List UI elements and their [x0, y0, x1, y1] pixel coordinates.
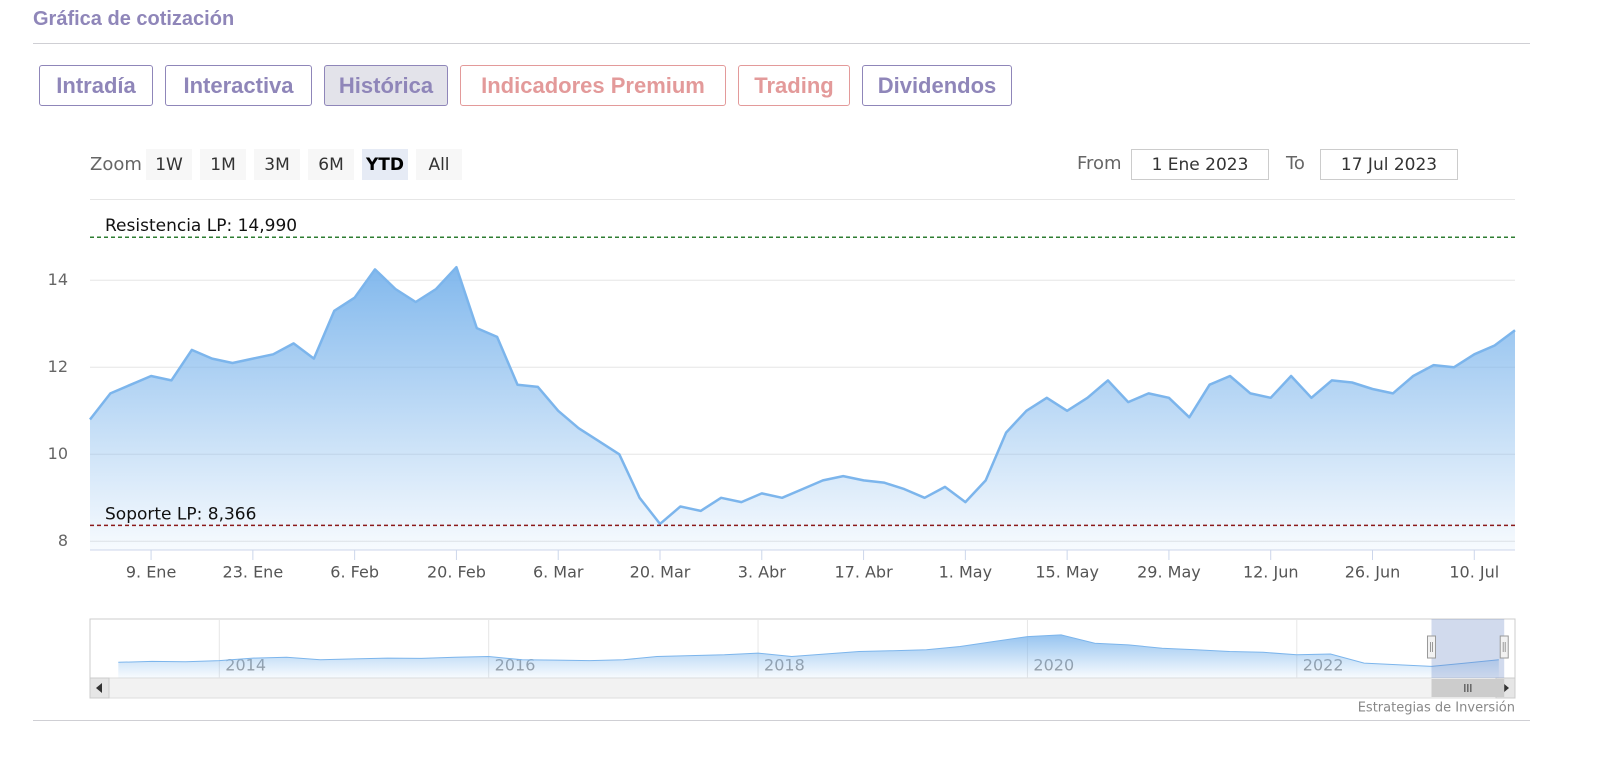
x-tick-label: 9. Ene — [126, 563, 176, 582]
y-tick-label: 10 — [48, 444, 68, 463]
y-tick-label: 8 — [58, 531, 68, 550]
navigator-area — [118, 634, 1499, 678]
x-tick-label: 29. May — [1137, 563, 1201, 582]
divider — [33, 43, 1530, 44]
x-tick-label: 6. Mar — [533, 563, 584, 582]
zoom-button[interactable]: 6M — [308, 149, 354, 180]
arrow — [1503, 683, 1509, 693]
navigator-selection[interactable] — [1431, 619, 1505, 678]
navigator-handle[interactable] — [1499, 635, 1509, 659]
zoom-button[interactable]: 1W — [146, 149, 192, 180]
to-input[interactable]: 17 Jul 2023 — [1320, 149, 1458, 180]
scrollbar[interactable] — [89, 677, 1516, 699]
x-tick-label: 10. Jul — [1449, 563, 1499, 582]
tab[interactable]: Histórica — [324, 65, 448, 106]
from-input[interactable]: 1 Ene 2023 — [1131, 149, 1269, 180]
x-tick-label: 15. May — [1035, 563, 1099, 582]
tab[interactable]: Indicadores Premium — [460, 65, 726, 106]
zoom-label: Zoom — [90, 154, 142, 175]
x-tick-label: 1. May — [939, 563, 992, 582]
zoom-button[interactable]: YTD — [362, 149, 408, 180]
x-tick-label: 23. Ene — [223, 563, 284, 582]
price-line — [89, 265, 1516, 526]
x-tick-label: 20. Feb — [427, 563, 486, 582]
zoom-button[interactable]: 3M — [254, 149, 300, 180]
credit: Estrategias de Inversión — [1358, 701, 1515, 716]
reference-label: Resistencia LP: 14,990 — [105, 216, 297, 236]
from-label: From — [1077, 153, 1122, 174]
y-tick-label: 12 — [48, 357, 68, 376]
to-label: To — [1286, 153, 1305, 174]
tab[interactable]: Interactiva — [165, 65, 312, 106]
x-tick-label: 20. Mar — [630, 563, 691, 582]
arrow — [96, 683, 102, 693]
reference-label: Soporte LP: 8,366 — [105, 504, 256, 524]
area-fill — [90, 267, 1515, 550]
tab[interactable]: Trading — [738, 65, 850, 106]
section-title: Gráfica de cotización — [33, 8, 235, 30]
x-tick-label: 6. Feb — [330, 563, 379, 582]
zoom-button[interactable]: 1M — [200, 149, 246, 180]
x-tick-label: 3. Abr — [738, 563, 786, 582]
x-tick-label: 12. Jun — [1243, 563, 1299, 582]
x-tick-label: 26. Jun — [1345, 563, 1401, 582]
y-tick-label: 14 — [48, 270, 68, 289]
x-tick-label: 17. Abr — [834, 563, 893, 582]
zoom-button[interactable]: All — [416, 149, 462, 180]
navigator-handle[interactable] — [1426, 635, 1436, 659]
tab[interactable]: Dividendos — [862, 65, 1012, 106]
navigator-line — [118, 634, 1499, 667]
tab[interactable]: Intradía — [39, 65, 153, 106]
